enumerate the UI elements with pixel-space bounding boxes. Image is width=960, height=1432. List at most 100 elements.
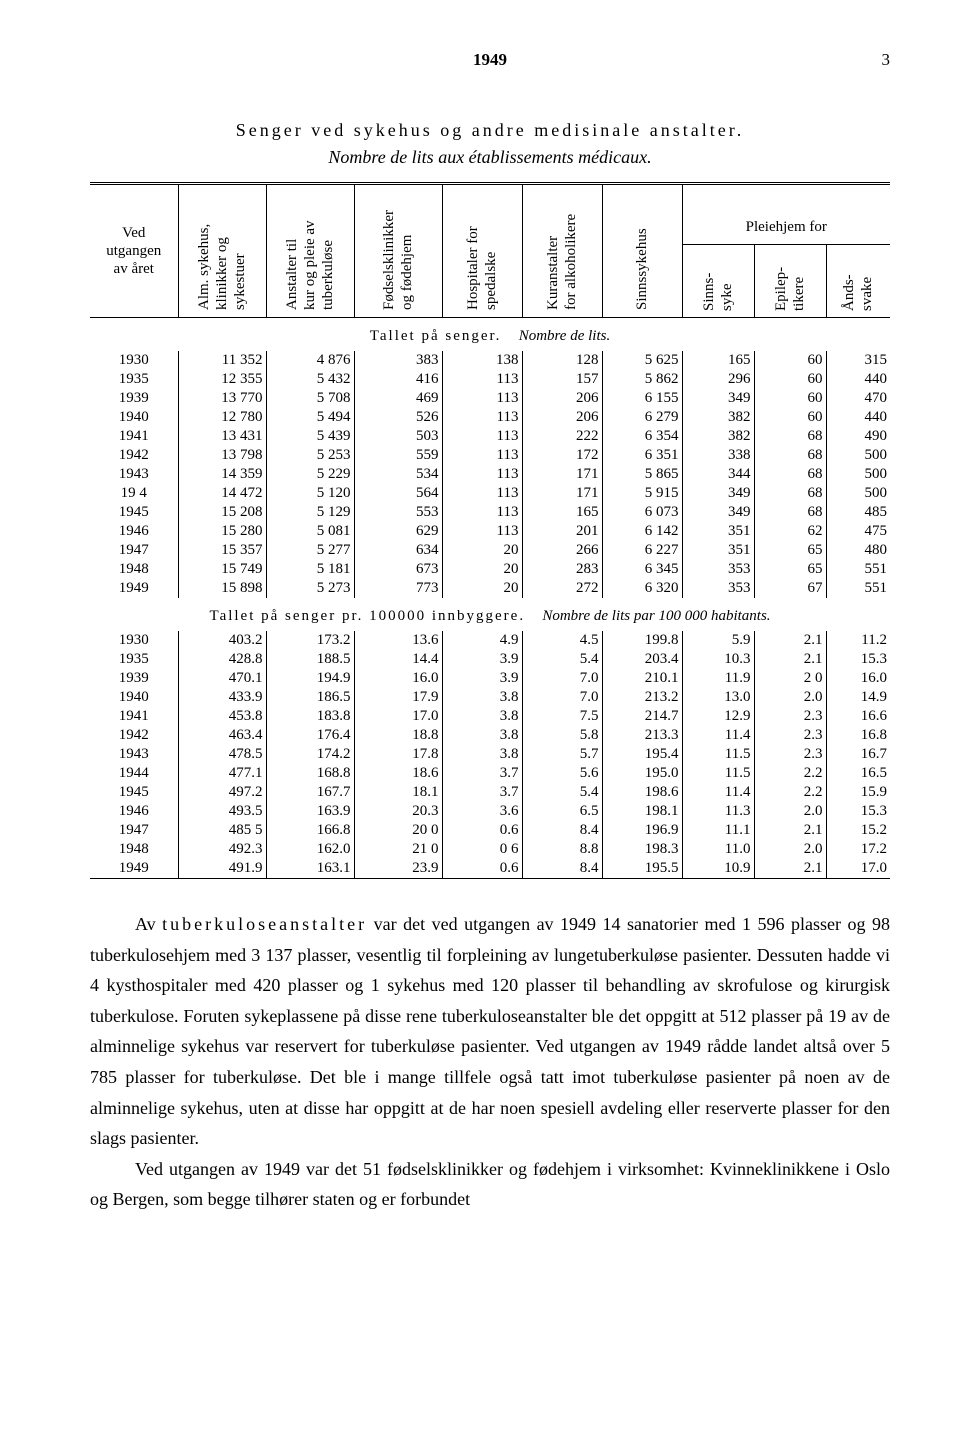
cell: 477.1 xyxy=(178,764,266,783)
cell: 3.7 xyxy=(442,764,522,783)
cell: 60 xyxy=(754,408,826,427)
cell: 173.2 xyxy=(266,631,354,650)
cell: 5 129 xyxy=(266,503,354,522)
cell: 3.7 xyxy=(442,783,522,802)
cell: 5.7 xyxy=(522,745,602,764)
cell: 163.9 xyxy=(266,802,354,821)
table-row: 194113 4315 4395031132226 35438268490 xyxy=(90,427,890,446)
cell: 171 xyxy=(522,465,602,484)
cell: 10.3 xyxy=(682,650,754,669)
cell: 15 749 xyxy=(178,560,266,579)
cell: 11.9 xyxy=(682,669,754,688)
cell: 349 xyxy=(682,503,754,522)
col-epilep: Epilep- tikere xyxy=(754,245,826,318)
table-row: 194815 7495 181673202836 34535365551 xyxy=(90,560,890,579)
cell: 13.6 xyxy=(354,631,442,650)
table-row: 194213 7985 2535591131726 35133868500 xyxy=(90,446,890,465)
cell: 113 xyxy=(442,408,522,427)
col-aandssvake: Ånds- svake xyxy=(826,245,890,318)
cell: 14.9 xyxy=(826,688,890,707)
cell: 1935 xyxy=(90,650,178,669)
table-title: Senger ved sykehus og andre medisinale a… xyxy=(90,120,890,141)
cell: 165 xyxy=(682,351,754,370)
cell: 3.6 xyxy=(442,802,522,821)
cell: 2.1 xyxy=(754,859,826,879)
cell: 23.9 xyxy=(354,859,442,879)
cell: 113 xyxy=(442,446,522,465)
table-row: 194615 2805 0816291132016 14235162475 xyxy=(90,522,890,541)
cell: 20.3 xyxy=(354,802,442,821)
cell: 17.2 xyxy=(826,840,890,859)
cell: 172 xyxy=(522,446,602,465)
col-sinnsyke: Sinns- syke xyxy=(682,245,754,318)
cell: 3.8 xyxy=(442,688,522,707)
cell: 1942 xyxy=(90,726,178,745)
cell: 17.8 xyxy=(354,745,442,764)
cell: 1940 xyxy=(90,408,178,427)
cell: 2.3 xyxy=(754,707,826,726)
cell: 1930 xyxy=(90,631,178,650)
cell: 13 431 xyxy=(178,427,266,446)
cell: 478.5 xyxy=(178,745,266,764)
cell: 157 xyxy=(522,370,602,389)
cell: 17.0 xyxy=(826,859,890,879)
cell: 5 432 xyxy=(266,370,354,389)
beds-table: Ved utgangen av året Alm. sykehus, klini… xyxy=(90,182,890,879)
cell: 213.3 xyxy=(602,726,682,745)
cell: 186.5 xyxy=(266,688,354,707)
cell: 176.4 xyxy=(266,726,354,745)
cell: 0.6 xyxy=(442,859,522,879)
cell: 188.5 xyxy=(266,650,354,669)
table-row: 1948492.3162.021 00 68.8198.311.02.017.2 xyxy=(90,840,890,859)
cell: 5 865 xyxy=(602,465,682,484)
cell: 2.1 xyxy=(754,631,826,650)
cell: 1945 xyxy=(90,503,178,522)
cell: 16.7 xyxy=(826,745,890,764)
cell: 11.0 xyxy=(682,840,754,859)
cell: 113 xyxy=(442,389,522,408)
table-body: Tallet på senger. Nombre de lits.193011 … xyxy=(90,318,890,879)
cell: 17.9 xyxy=(354,688,442,707)
table-row: 1930403.2173.213.64.94.5199.85.92.111.2 xyxy=(90,631,890,650)
cell: 214.7 xyxy=(602,707,682,726)
cell: 266 xyxy=(522,541,602,560)
table-row: 1941453.8183.817.03.87.5214.712.92.316.6 xyxy=(90,707,890,726)
cell: 5.6 xyxy=(522,764,602,783)
col-leprosy: Hospitaler for spedalske xyxy=(442,184,522,318)
table-row: 1942463.4176.418.83.85.8213.311.42.316.8 xyxy=(90,726,890,745)
cell: 213.2 xyxy=(602,688,682,707)
cell: 500 xyxy=(826,484,890,503)
cell: 1930 xyxy=(90,351,178,370)
cell: 68 xyxy=(754,503,826,522)
cell: 13 770 xyxy=(178,389,266,408)
table-row: 194715 3575 277634202666 22735165480 xyxy=(90,541,890,560)
cell: 3.9 xyxy=(442,650,522,669)
cell: 11.5 xyxy=(682,745,754,764)
cell: 0.6 xyxy=(442,821,522,840)
cell: 11.5 xyxy=(682,764,754,783)
cell: 5.8 xyxy=(522,726,602,745)
cell: 15 280 xyxy=(178,522,266,541)
cell: 62 xyxy=(754,522,826,541)
cell: 1943 xyxy=(90,745,178,764)
cell: 12 355 xyxy=(178,370,266,389)
cell: 194.9 xyxy=(266,669,354,688)
cell: 1947 xyxy=(90,541,178,560)
page-header: 1949 3 xyxy=(90,50,890,70)
cell: 559 xyxy=(354,446,442,465)
cell: 165 xyxy=(522,503,602,522)
cell: 5.9 xyxy=(682,631,754,650)
table-row: 193011 3524 8763831381285 62516560315 xyxy=(90,351,890,370)
cell: 6 354 xyxy=(602,427,682,446)
cell: 222 xyxy=(522,427,602,446)
cell: 416 xyxy=(354,370,442,389)
cell: 15.3 xyxy=(826,802,890,821)
col-mental: Sinnssykehus xyxy=(602,184,682,318)
cell: 480 xyxy=(826,541,890,560)
cell: 11.2 xyxy=(826,631,890,650)
cell: 5.4 xyxy=(522,783,602,802)
cell: 60 xyxy=(754,351,826,370)
col-maternity: Fødselsklinikker og fødehjem xyxy=(354,184,442,318)
cell: 463.4 xyxy=(178,726,266,745)
cell: 5 273 xyxy=(266,579,354,598)
